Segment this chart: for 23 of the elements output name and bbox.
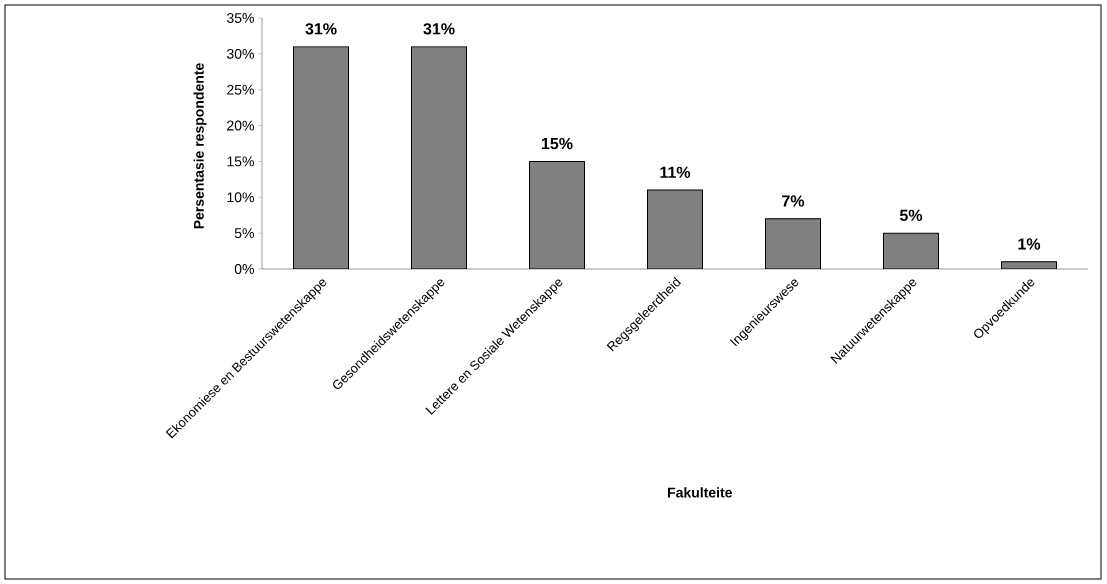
bar <box>293 46 349 269</box>
y-tick-label: 5% <box>234 228 254 239</box>
x-axis-title: Fakulteite <box>668 487 732 498</box>
y-tick-label: 35% <box>226 13 254 23</box>
y-tick-label: 30% <box>226 48 254 59</box>
bar <box>883 232 940 269</box>
bar <box>765 218 822 269</box>
data-label: 7% <box>782 195 805 207</box>
y-tick-label: 0% <box>234 264 254 274</box>
bar <box>411 46 468 269</box>
y-tick-label: 25% <box>227 84 254 95</box>
data-label: 1% <box>1018 238 1041 250</box>
data-label: 31% <box>423 23 455 35</box>
data-label: 11% <box>660 166 691 178</box>
bar <box>529 160 586 269</box>
bar <box>647 189 704 269</box>
y-tick-label: 20% <box>227 120 254 131</box>
y-tick-label: 15% <box>227 156 254 167</box>
y-tick-label: 10% <box>227 192 254 203</box>
y-axis-title: Persentasie respondente <box>193 63 207 229</box>
data-label: 15% <box>542 137 573 150</box>
data-label: 31% <box>305 23 337 35</box>
data-label: 5% <box>899 209 923 221</box>
